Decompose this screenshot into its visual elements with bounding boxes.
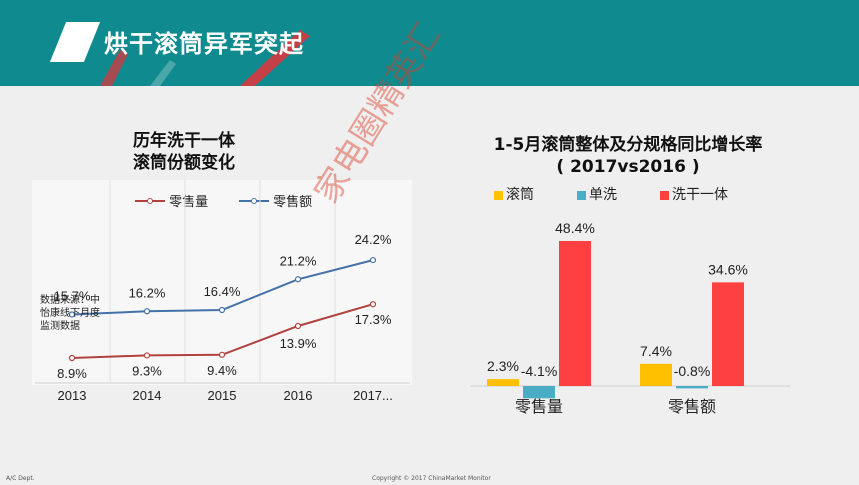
data-source-note: 数据来源：中怡康线下月度监测数据 bbox=[40, 295, 100, 332]
data-point bbox=[68, 354, 76, 362]
x-tick-label: 2015 bbox=[208, 388, 237, 403]
right-chart-title-line2: ( 2017vs2016 ) bbox=[556, 157, 700, 177]
data-point bbox=[218, 306, 226, 314]
right-chart-title: 1-5月滚筒整体及分规格同比增长率 ( 2017vs2016 ) bbox=[438, 134, 818, 178]
bar-value-label: 48.4% bbox=[555, 220, 595, 236]
left-chart-title: 历年洗干一体 滚筒份额变化 bbox=[94, 130, 274, 174]
data-point bbox=[143, 352, 151, 359]
bar bbox=[487, 379, 519, 386]
legend-washer-dryer-swatch bbox=[660, 190, 669, 200]
data-label: 15.7% bbox=[54, 288, 91, 303]
bar bbox=[712, 282, 744, 386]
left-chart-title-line1: 历年洗干一体 bbox=[133, 131, 235, 151]
data-label: 17.3% bbox=[355, 312, 392, 327]
category-label: 零售额 bbox=[668, 398, 716, 416]
footer-dept: A/C Dept. bbox=[6, 475, 35, 482]
slide-title: 烘干滚筒异军突起 bbox=[104, 30, 304, 58]
bar bbox=[523, 386, 555, 399]
bar bbox=[676, 386, 708, 389]
legend-drum-swatch bbox=[494, 190, 503, 200]
legend-washer-dryer-label: 洗干一体 bbox=[672, 187, 728, 203]
x-tick-label: 2017... bbox=[353, 388, 393, 403]
category-label: 零售量 bbox=[515, 398, 563, 416]
data-label: 16.4% bbox=[204, 284, 241, 299]
bar bbox=[559, 241, 591, 386]
data-label: 9.3% bbox=[132, 363, 162, 378]
bar-value-label: 7.4% bbox=[640, 343, 672, 359]
legend-value: 零售额 bbox=[239, 191, 312, 210]
x-tick-label: 2014 bbox=[133, 388, 162, 403]
right-chart-title-line1: 1-5月滚筒整体及分规格同比增长率 bbox=[493, 135, 763, 155]
legend-value-marker bbox=[239, 198, 269, 204]
data-label: 24.2% bbox=[355, 232, 392, 247]
legend-single-swatch bbox=[577, 190, 586, 200]
data-label: 13.9% bbox=[280, 336, 317, 351]
data-point bbox=[294, 276, 302, 283]
bar-value-label: 2.3% bbox=[487, 358, 519, 374]
legend-drum-label: 滚筒 bbox=[506, 187, 534, 203]
data-label: 8.9% bbox=[57, 366, 87, 381]
data-point bbox=[143, 308, 151, 315]
left-chart-title-line2: 滚筒份额变化 bbox=[133, 153, 235, 173]
data-label: 9.4% bbox=[207, 363, 237, 378]
header-decoration bbox=[100, 30, 310, 86]
x-tick-label: 2013 bbox=[58, 388, 87, 403]
data-point bbox=[218, 351, 226, 358]
left-chart-panel bbox=[32, 180, 412, 385]
legend-single-label: 单洗 bbox=[589, 187, 617, 203]
data-point bbox=[68, 311, 76, 318]
slide-header: 烘干滚筒异军突起 bbox=[0, 0, 859, 86]
data-point bbox=[294, 322, 302, 330]
bar-value-label: 34.6% bbox=[708, 261, 748, 277]
legend-washer-dryer: 洗干一体 bbox=[660, 184, 728, 204]
legend-volume-label: 零售量 bbox=[169, 195, 209, 210]
legend-single: 单洗 bbox=[577, 184, 617, 204]
data-point bbox=[369, 256, 377, 264]
legend-drum: 滚筒 bbox=[494, 184, 534, 204]
legend-volume: 零售量 bbox=[135, 191, 208, 210]
data-point bbox=[369, 301, 377, 308]
footer-copyright: Copyright © 2017 ChinaMarket Monitor bbox=[372, 475, 491, 482]
legend-volume-marker bbox=[135, 198, 165, 204]
legend-value-label: 零售额 bbox=[273, 195, 313, 210]
data-label: 21.2% bbox=[280, 253, 317, 268]
bar-value-label: -0.8% bbox=[674, 363, 711, 379]
x-tick-label: 2016 bbox=[284, 388, 313, 403]
data-label: 16.2% bbox=[129, 285, 166, 300]
bar-value-label: -4.1% bbox=[521, 363, 558, 379]
bar bbox=[640, 363, 672, 386]
